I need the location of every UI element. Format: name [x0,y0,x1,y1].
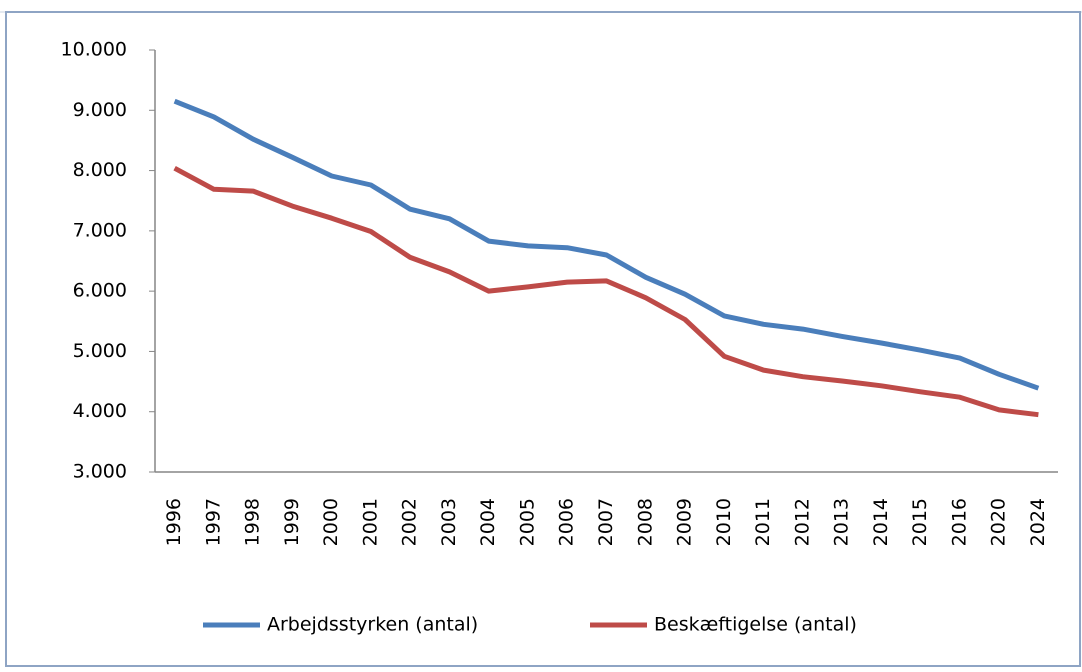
x-tick-label: 2005 [516,498,538,546]
x-tick-label: 2015 [909,498,931,546]
y-tick-label: 9.000 [73,99,127,121]
x-tick-label: 2002 [399,498,421,546]
x-tick-label: 2012 [791,498,813,546]
x-tick-label: 1997 [202,498,224,546]
chart-frame [5,11,1081,667]
legend-label: Beskæftigelse (antal) [654,614,857,636]
x-tick-label: 2009 [674,498,696,546]
series-line [173,98,1040,391]
y-tick-label: 10.000 [61,39,127,61]
y-tick-label: 7.000 [73,219,127,241]
x-tick-label: 2014 [870,498,892,546]
y-tick-label: 4.000 [73,400,127,422]
x-tick-label: 2007 [595,498,617,546]
x-tick-label: 1998 [242,498,264,546]
series-line [173,165,1039,418]
x-tick-label: 2006 [556,498,578,546]
x-tick-label: 2010 [713,498,735,546]
x-tick-label: 2001 [359,498,381,546]
y-tick-label: 5.000 [73,340,127,362]
y-tick-label: 3.000 [73,461,127,483]
x-tick-label: 2003 [438,498,460,546]
x-tick-label: 2024 [1027,498,1049,546]
x-tick-label: 2020 [988,498,1010,546]
x-tick-label: 1996 [163,498,185,546]
x-tick-label: 1999 [281,498,303,546]
y-tick-label: 8.000 [73,159,127,181]
x-tick-label: 2004 [477,498,499,546]
x-tick-label: 2016 [948,498,970,546]
x-tick-label: 2000 [320,498,342,546]
x-tick-label: 2011 [752,498,774,546]
y-tick-label: 6.000 [73,280,127,302]
x-tick-label: 2008 [634,498,656,546]
legend-label: Arbejdsstyrken (antal) [267,614,478,636]
x-tick-label: 2013 [831,498,853,546]
